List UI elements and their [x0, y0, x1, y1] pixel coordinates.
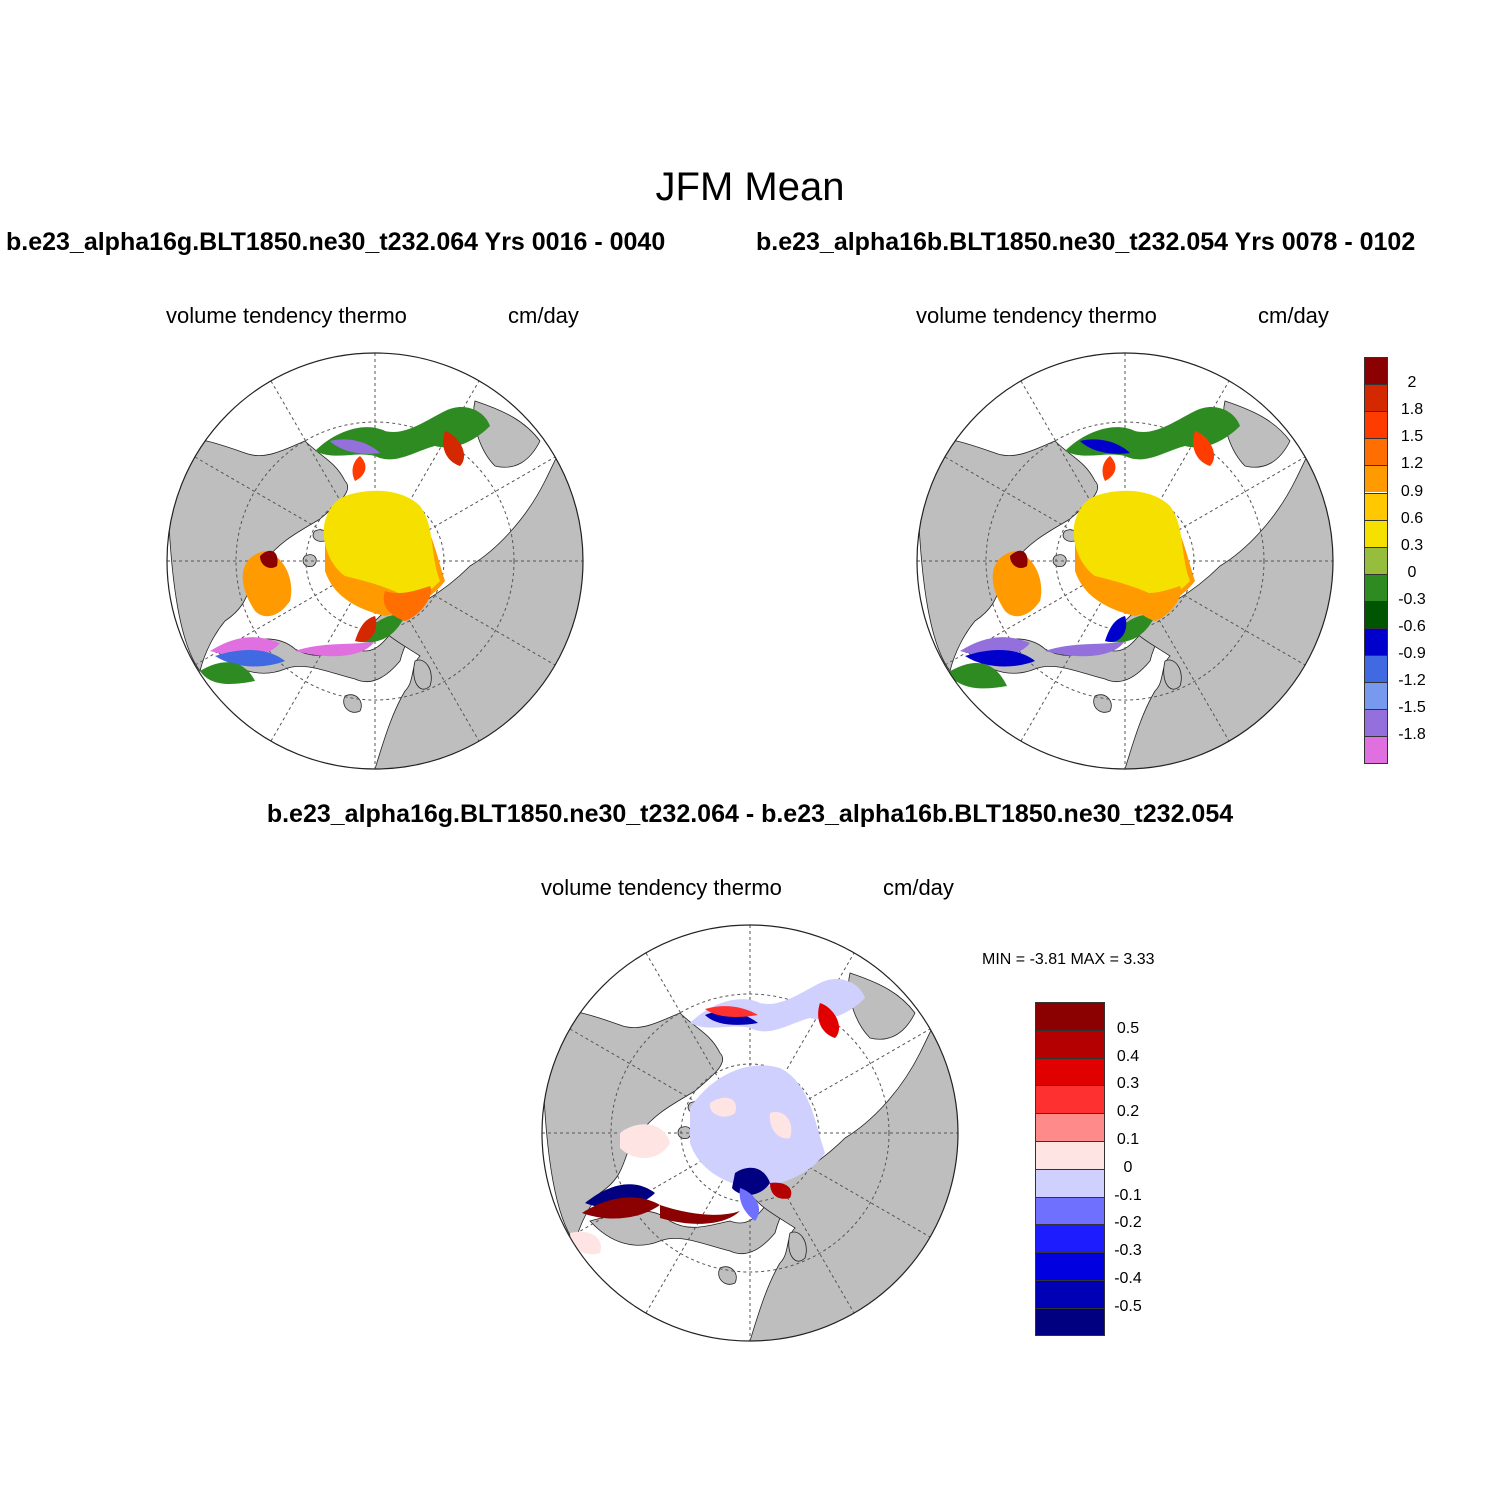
diff-colorbar-swatch [1035, 1224, 1105, 1253]
case2-units-label: cm/day [1258, 303, 1329, 328]
diff-colorbar-swatch [1035, 1307, 1105, 1336]
diff-colorbar-label: -0.3 [1114, 1242, 1142, 1260]
case2-polar-map [916, 352, 1334, 770]
diff-colorbar-label: -0.5 [1114, 1297, 1142, 1315]
diff-colorbar-swatch [1035, 1252, 1105, 1280]
diff-polar-map [541, 924, 959, 1342]
main-colorbar-label: 0 [1407, 563, 1417, 581]
main-colorbar-swatch [1364, 411, 1388, 439]
diff-variable-label: volume tendency thermo [541, 875, 782, 900]
main-colorbar-swatch [1364, 465, 1388, 493]
main-colorbar-swatch [1364, 709, 1388, 737]
main-colorbar-label: -0.6 [1398, 618, 1426, 635]
main-colorbar-label: 1.8 [1400, 401, 1424, 419]
diff-colorbar-swatch [1035, 1280, 1105, 1308]
case2-title: b.e23_alpha16b.BLT1850.ne30_t232.054 Yrs… [756, 228, 1416, 256]
main-colorbar-label: 1.5 [1400, 428, 1424, 446]
diff-colorbar-label: -0.2 [1114, 1214, 1142, 1232]
main-colorbar-label: 2 [1407, 374, 1417, 392]
diff-colorbar-label: 0.4 [1116, 1047, 1140, 1065]
diff-title: b.e23_alpha16g.BLT1850.ne30_t232.064 - b… [266, 800, 1234, 828]
main-colorbar-label: -1.5 [1398, 699, 1426, 717]
diff-colorbar-label: -0.1 [1114, 1186, 1142, 1204]
diff-colorbar-swatch [1035, 1196, 1105, 1225]
diff-units-label: cm/day [883, 875, 954, 900]
main-colorbar-swatch [1364, 736, 1388, 764]
main-colorbar-swatch [1364, 628, 1388, 656]
case2-variable-label: volume tendency thermo [916, 303, 1157, 328]
main-colorbar-swatch [1364, 492, 1388, 520]
case1-ice-field [200, 406, 490, 684]
diff-colorbar-label: 0.3 [1116, 1075, 1140, 1093]
case1-polar-map [166, 352, 584, 770]
diff-colorbar-swatch [1035, 1029, 1105, 1058]
main-colorbar-swatch [1364, 546, 1388, 574]
main-colorbar-swatch [1364, 519, 1388, 547]
main-colorbar-label: 1.2 [1400, 455, 1424, 473]
diff-minmax-stats: MIN = -3.81 MAX = 3.33 [982, 951, 1155, 968]
case1-variable-label: volume tendency thermo [166, 303, 407, 328]
main-colorbar-label: -1.8 [1398, 726, 1426, 744]
main-colorbar-label: 0.6 [1400, 509, 1424, 527]
case1-units-label: cm/day [508, 303, 579, 328]
main-colorbar-swatch [1364, 438, 1388, 466]
main-colorbar-label: -0.9 [1398, 645, 1426, 663]
diff-colorbar-swatch [1035, 1141, 1105, 1169]
diff-colorbar-swatch [1035, 1002, 1105, 1030]
main-colorbar-swatch [1364, 655, 1388, 683]
main-colorbar-swatch [1364, 600, 1388, 628]
main-colorbar-swatch [1364, 384, 1388, 412]
diff-colorbar-label: -0.4 [1114, 1270, 1142, 1287]
diff-colorbar-label: 0.1 [1116, 1131, 1140, 1148]
diff-colorbar-swatch [1035, 1168, 1105, 1197]
main-colorbar-swatch [1364, 357, 1388, 385]
main-colorbar-label: 0.3 [1400, 536, 1424, 554]
figure-title: JFM Mean [655, 165, 845, 209]
main-colorbar-label: -0.3 [1398, 590, 1426, 608]
diff-colorbar-swatch [1035, 1113, 1105, 1141]
main-colorbar-label: -1.2 [1398, 672, 1426, 690]
case1-title: b.e23_alpha16g.BLT1850.ne30_t232.064 Yrs… [6, 228, 666, 256]
main-colorbar-swatch [1364, 682, 1388, 710]
case2-ice-field [947, 406, 1240, 689]
diff-colorbar-label: 0.2 [1116, 1103, 1140, 1121]
diff-colorbar-swatch [1035, 1085, 1105, 1114]
main-colorbar-label: 0.9 [1400, 482, 1424, 500]
diff-colorbar-label: 0.5 [1116, 1019, 1140, 1037]
main-colorbar-swatch [1364, 573, 1388, 601]
diff-field [570, 978, 865, 1255]
diff-colorbar-swatch [1035, 1057, 1105, 1086]
diff-colorbar-label: 0 [1123, 1158, 1133, 1176]
